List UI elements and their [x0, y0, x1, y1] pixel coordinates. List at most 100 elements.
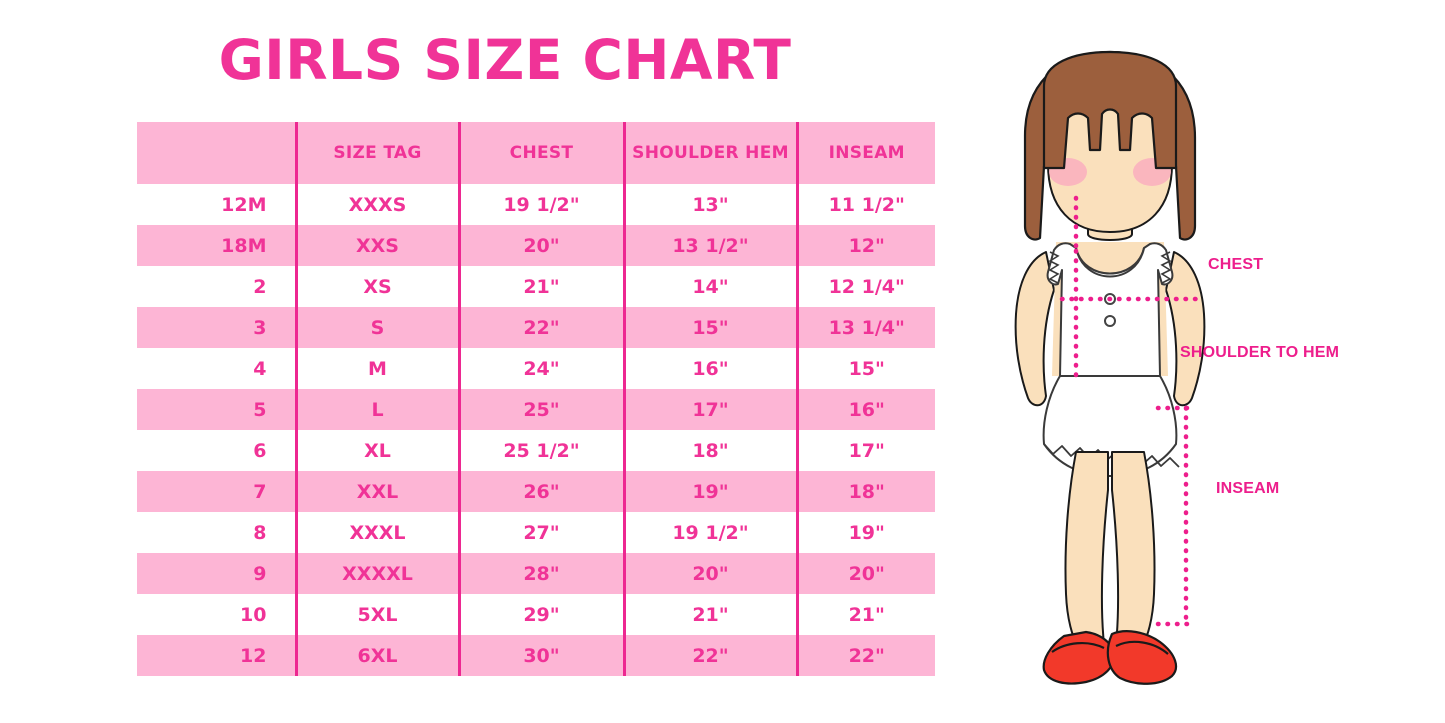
- inseam-label: INSEAM: [1216, 480, 1280, 497]
- cell-size: 6: [137, 430, 296, 471]
- arm-right: [1165, 251, 1206, 407]
- cell-size: 12: [137, 635, 296, 676]
- cell-inseam: 19": [795, 512, 935, 553]
- cell-size: 7: [137, 471, 296, 512]
- cell-size-tag: XXXS: [294, 184, 459, 225]
- girl-illustration-panel: CHEST SHOULDER TO HEM INSEAM: [980, 46, 1445, 696]
- cell-shoulder-hem: 21": [622, 594, 797, 635]
- cell-chest: 20": [457, 225, 624, 266]
- shoe-left-strap-icon: [1051, 642, 1105, 653]
- table-header: SIZE TAG CHEST SHOULDER HEM INSEAM: [137, 122, 935, 184]
- cell-size-tag: S: [294, 307, 459, 348]
- cell-size: 18M: [137, 225, 296, 266]
- cell-chest: 30": [457, 635, 624, 676]
- table-body: 12M XXXS 19 1/2" 13" 11 1/2" 18M XXS 20" 13 1/2"…: [137, 184, 935, 676]
- cell-size: 9: [137, 553, 296, 594]
- table-row: 3 S 22" 15" 13 1/4": [137, 307, 935, 348]
- cell-shoulder-hem: 17": [622, 389, 797, 430]
- cell-chest: 25": [457, 389, 624, 430]
- arm-left: [1014, 251, 1055, 407]
- cell-chest: 21": [457, 266, 624, 307]
- chest-label: CHEST: [1208, 256, 1264, 273]
- cell-chest: 19 1/2": [457, 184, 624, 225]
- cell-chest: 27": [457, 512, 624, 553]
- cell-size-tag: XXXXL: [294, 553, 459, 594]
- cell-shoulder-hem: 22": [622, 635, 797, 676]
- cell-size-tag: XXS: [294, 225, 459, 266]
- cell-size: 2: [137, 266, 296, 307]
- girl-figure-illustration: [1014, 50, 1206, 685]
- cell-size: 8: [137, 512, 296, 553]
- table-header-row: SIZE TAG CHEST SHOULDER HEM INSEAM: [137, 122, 935, 184]
- leg-left: [1064, 451, 1109, 656]
- cell-size-tag: 5XL: [294, 594, 459, 635]
- cell-size: 5: [137, 389, 296, 430]
- cell-inseam: 21": [795, 594, 935, 635]
- table-row: 8 XXXL 27" 19 1/2" 19": [137, 512, 935, 553]
- table-row: 10 5XL 29" 21" 21": [137, 594, 935, 635]
- cell-size-tag: XXXL: [294, 512, 459, 553]
- size-chart-table: SIZE TAG CHEST SHOULDER HEM INSEAM 12M XX…: [137, 122, 935, 676]
- cell-shoulder-hem: 13 1/2": [622, 225, 797, 266]
- table-row: 4 M 24" 16" 15": [137, 348, 935, 389]
- cell-size: 10: [137, 594, 296, 635]
- shirt-garment: [1046, 242, 1174, 377]
- shoe-left-icon: [1042, 630, 1116, 685]
- cell-size: 4: [137, 348, 296, 389]
- shoulder-to-hem-label: SHOULDER TO HEM: [1180, 344, 1340, 361]
- column-header-inseam: INSEAM: [795, 122, 935, 184]
- cell-size-tag: XL: [294, 430, 459, 471]
- cell-size: 3: [137, 307, 296, 348]
- cell-inseam: 12": [795, 225, 935, 266]
- cell-shoulder-hem: 15": [622, 307, 797, 348]
- column-header-size-tag: SIZE TAG: [294, 122, 459, 184]
- shoe-right-icon: [1106, 630, 1178, 685]
- cell-size: 12M: [137, 184, 296, 225]
- column-header-chest: CHEST: [457, 122, 624, 184]
- table-row: 12M XXXS 19 1/2" 13" 11 1/2": [137, 184, 935, 225]
- size-chart-table-container: SIZE TAG CHEST SHOULDER HEM INSEAM 12M XX…: [137, 122, 935, 676]
- cell-shoulder-hem: 20": [622, 553, 797, 594]
- column-header-shoulder-hem: SHOULDER HEM: [622, 122, 797, 184]
- table-row: 12 6XL 30" 22" 22": [137, 635, 935, 676]
- cell-size-tag: 6XL: [294, 635, 459, 676]
- cell-inseam: 22": [795, 635, 935, 676]
- cell-size-tag: L: [294, 389, 459, 430]
- table-row: 7 XXL 26" 19" 18": [137, 471, 935, 512]
- cell-shoulder-hem: 19 1/2": [622, 512, 797, 553]
- cell-inseam: 11 1/2": [795, 184, 935, 225]
- cell-chest: 25 1/2": [457, 430, 624, 471]
- shirt-neckline: [1075, 247, 1145, 278]
- column-header-size: [137, 122, 296, 184]
- table-row: 6 XL 25 1/2" 18" 17": [137, 430, 935, 471]
- cell-size-tag: M: [294, 348, 459, 389]
- cell-chest: 29": [457, 594, 624, 635]
- cell-inseam: 17": [795, 430, 935, 471]
- table-row: 18M XXS 20" 13 1/2" 12": [137, 225, 935, 266]
- shirt-button-bottom-icon: [1104, 315, 1116, 327]
- cell-inseam: 16": [795, 389, 935, 430]
- cell-shoulder-hem: 16": [622, 348, 797, 389]
- leg-right: [1111, 451, 1156, 656]
- page-title: GIRLS SIZE CHART: [218, 28, 792, 92]
- cell-shoulder-hem: 19": [622, 471, 797, 512]
- table-row: 9 XXXXL 28" 20" 20": [137, 553, 935, 594]
- cell-chest: 26": [457, 471, 624, 512]
- cell-chest: 24": [457, 348, 624, 389]
- cell-size-tag: XXL: [294, 471, 459, 512]
- cell-shoulder-hem: 13": [622, 184, 797, 225]
- table-row: 2 XS 21" 14" 12 1/4": [137, 266, 935, 307]
- cell-inseam: 15": [795, 348, 935, 389]
- cell-chest: 28": [457, 553, 624, 594]
- table-row: 5 L 25" 17" 16": [137, 389, 935, 430]
- cell-inseam: 20": [795, 553, 935, 594]
- cell-size-tag: XS: [294, 266, 459, 307]
- cell-shoulder-hem: 18": [622, 430, 797, 471]
- cell-chest: 22": [457, 307, 624, 348]
- cell-inseam: 12 1/4": [795, 266, 935, 307]
- shirt-ruffle-right-icon: [1160, 251, 1172, 284]
- shirt-ruffle-left-icon: [1048, 251, 1060, 284]
- shoe-right-strap-icon: [1115, 640, 1169, 655]
- hair-bangs-icon: [1042, 50, 1178, 170]
- cell-shoulder-hem: 14": [622, 266, 797, 307]
